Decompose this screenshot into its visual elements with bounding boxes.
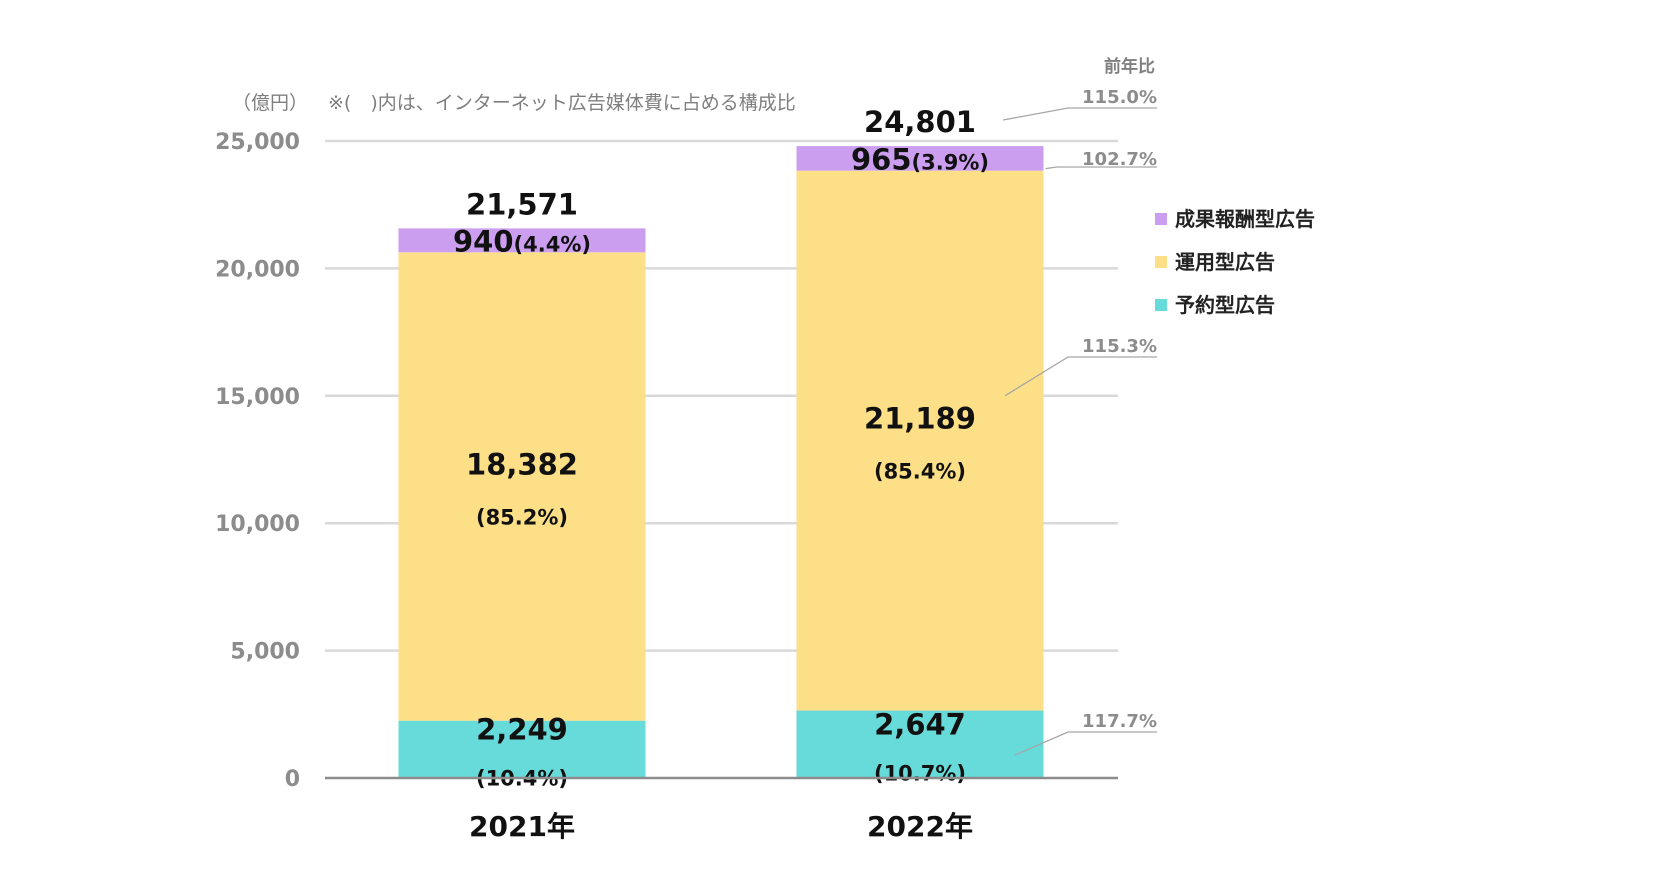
yoy-label-reservation: 117.7% — [1082, 711, 1157, 732]
yoy-annotations: 115.0% 102.7% 115.3% 117.7% — [1002, 87, 1157, 756]
value-label: 940 — [453, 224, 514, 258]
share-label: (3.9%) — [912, 150, 989, 174]
data-labels: 21,57124,8012,249(10.4%)2,647(10.7%)18,3… — [453, 105, 989, 790]
total-label: 24,801 — [864, 105, 976, 139]
bar-segment-performance — [398, 228, 646, 253]
y-tick-label: 0 — [285, 767, 300, 792]
bar-segment-operational — [796, 170, 1044, 711]
y-tick-label: 15,000 — [215, 385, 300, 410]
y-tick-label: 10,000 — [215, 512, 300, 537]
share-label: (4.4%) — [514, 232, 591, 256]
share-label: (85.2%) — [476, 506, 568, 530]
total-label: 21,571 — [466, 187, 578, 221]
bar-segment-performance — [796, 146, 1044, 171]
share-label: (85.4%) — [874, 460, 966, 484]
bars — [398, 146, 1044, 778]
value-label: 18,382 — [466, 448, 578, 482]
yoy-label-total: 115.0% — [1082, 87, 1157, 108]
legend-label-reservation: 予約型広告 — [1175, 293, 1275, 317]
x-category-label: 2022年 — [867, 810, 973, 843]
share-label: (10.7%) — [874, 761, 966, 785]
yoy-title: 前年比 — [1104, 56, 1155, 77]
yoy-leader-line — [1002, 107, 1157, 121]
y-tick-label: 5,000 — [230, 640, 300, 665]
x-axis: 2021年 2022年 — [325, 776, 1118, 843]
yoy-leader-line — [1004, 356, 1157, 397]
bar-segment-operational — [398, 252, 646, 721]
bar-segment-reservation — [796, 710, 1044, 778]
yoy-label-operational: 115.3% — [1082, 336, 1157, 357]
value-label: 21,189 — [864, 402, 976, 436]
legend-swatch-operational — [1155, 256, 1167, 268]
y-tick-label: 25,000 — [215, 130, 300, 155]
value-label: 2,647 — [874, 707, 966, 741]
composition-note: ※( )内は、インターネット広告媒体費に占める構成比 — [328, 92, 796, 114]
y-tick-label: 20,000 — [215, 257, 300, 282]
x-category-label: 2021年 — [469, 810, 575, 843]
value-label: 2,249 — [476, 712, 568, 746]
legend-label-operational: 運用型広告 — [1175, 250, 1275, 274]
yoy-label-performance: 102.7% — [1082, 149, 1157, 170]
legend-swatch-performance — [1155, 213, 1167, 225]
legend-label-performance: 成果報酬型広告 — [1175, 207, 1315, 231]
yoy-leader-line — [1045, 166, 1157, 170]
y-axis: 0 5,000 10,000 15,000 20,000 25,000 — [215, 130, 300, 792]
legend-swatch-reservation — [1155, 299, 1167, 311]
unit-label: （億円） — [232, 92, 308, 114]
yoy-leader-line — [1014, 731, 1157, 756]
bar-segment-reservation — [398, 720, 646, 778]
value-label: 965 — [851, 142, 912, 176]
